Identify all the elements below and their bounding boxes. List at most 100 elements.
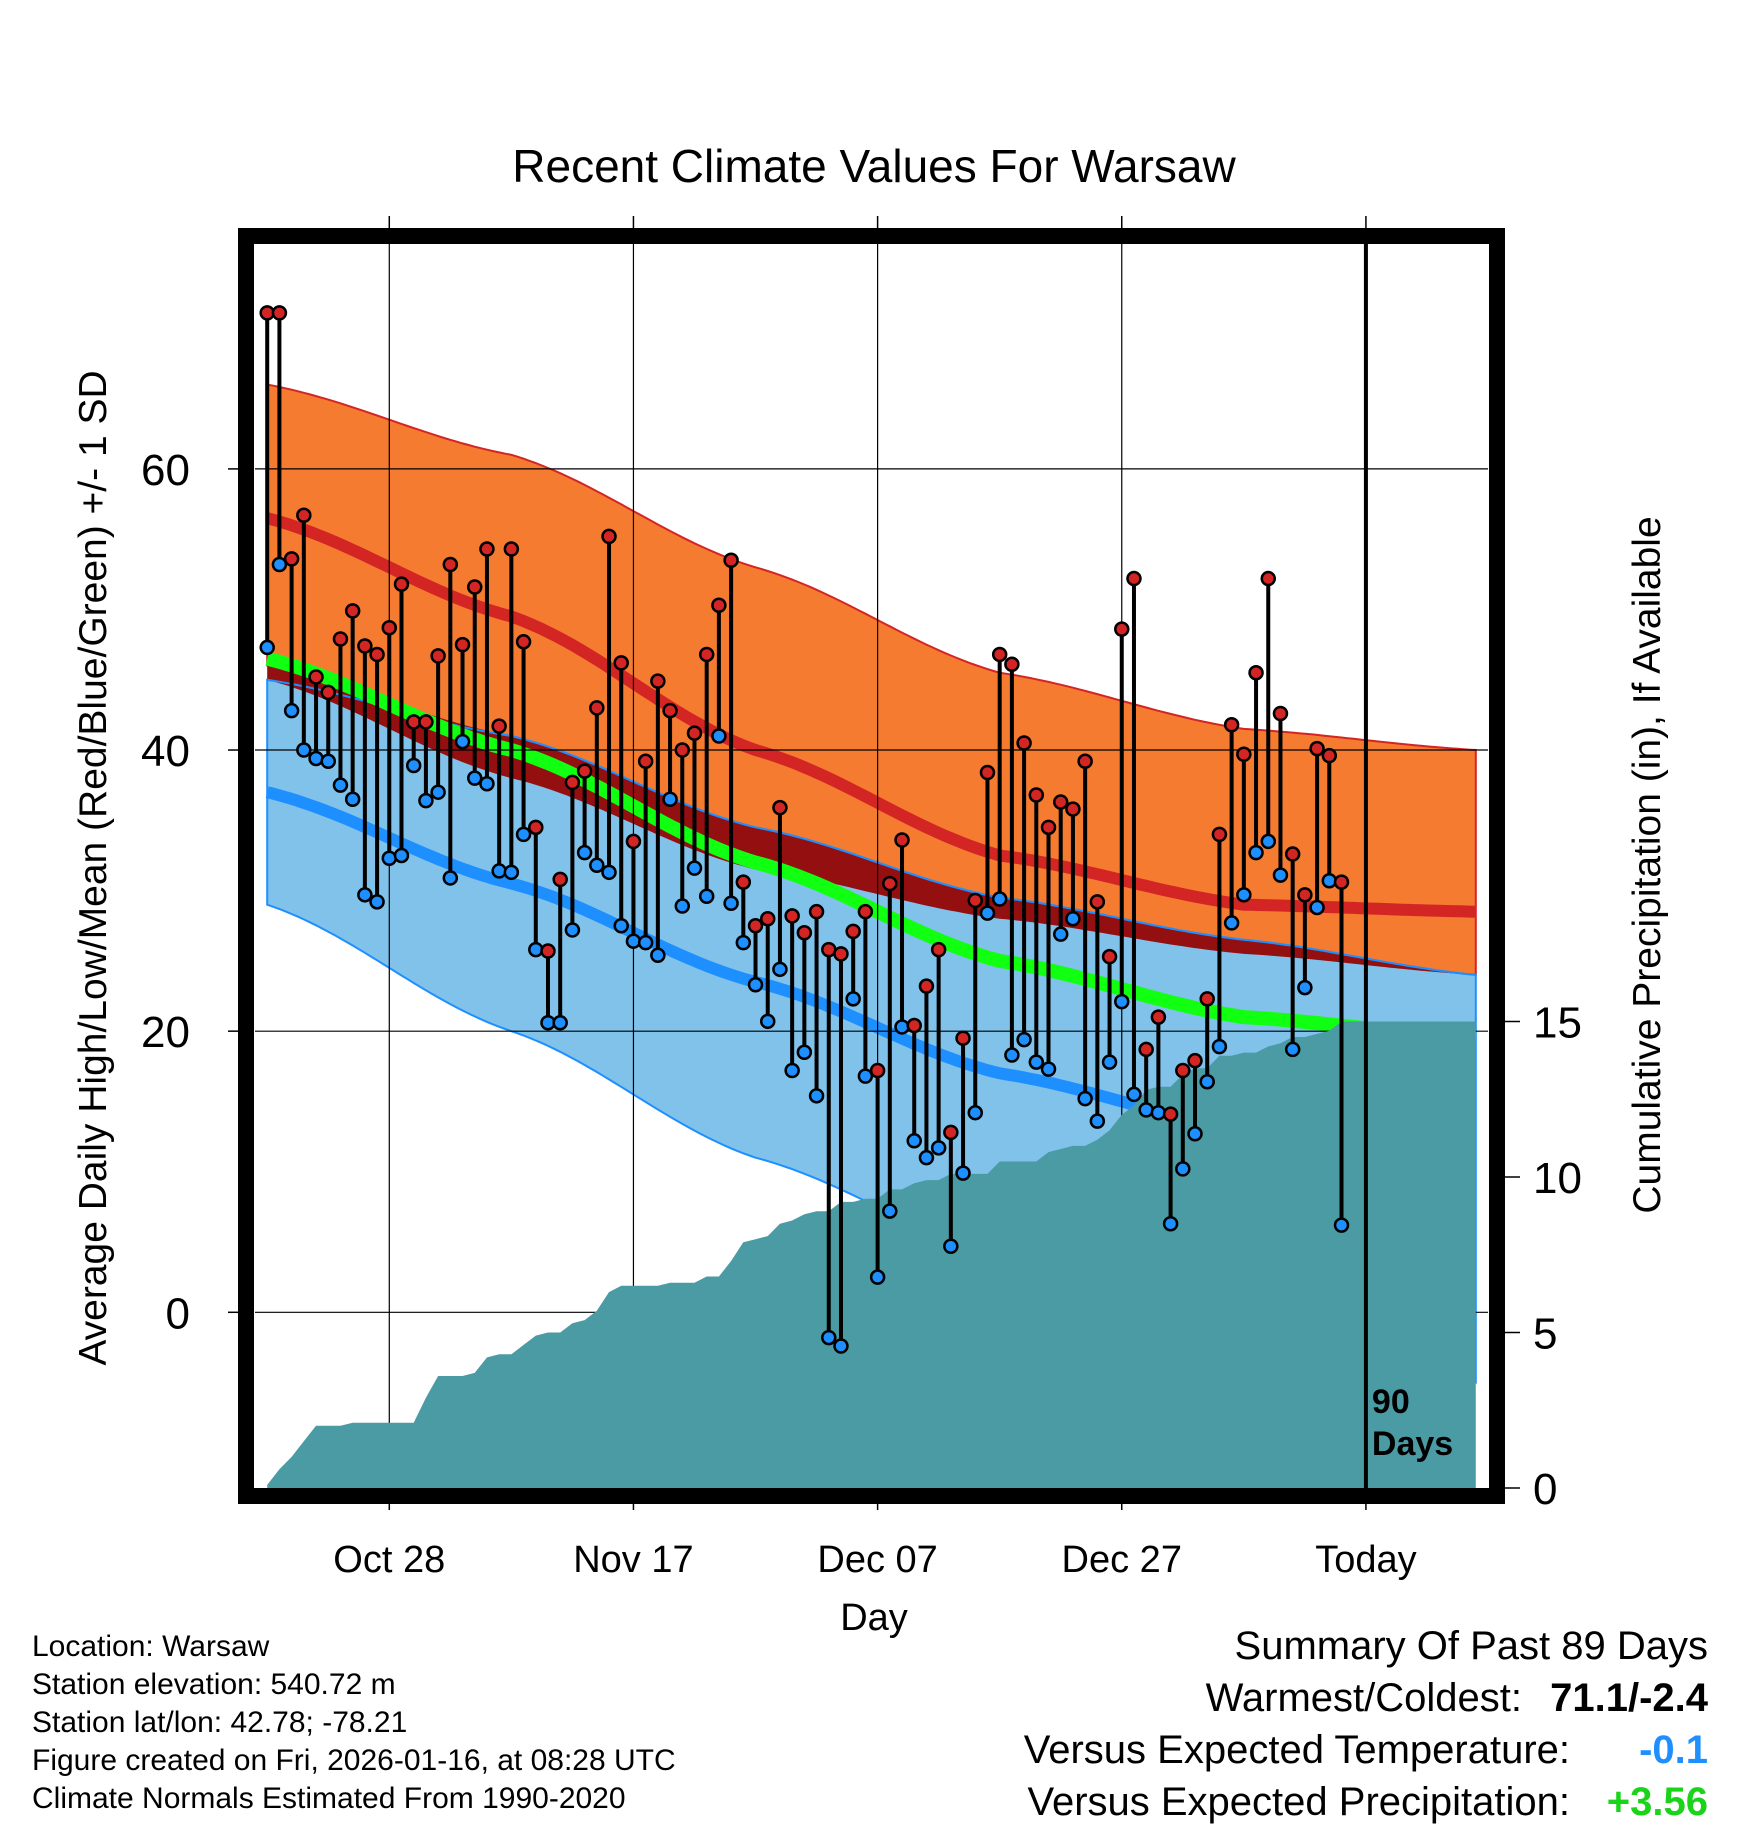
x-tick-label: Dec 27: [1062, 1539, 1182, 1581]
daily-high-point: [1089, 894, 1106, 910]
daily-low-point: [1162, 1215, 1179, 1232]
temp-value: -0.1: [1639, 1728, 1708, 1772]
daily-low-point: [711, 728, 727, 744]
daily-low-point: [1236, 887, 1252, 903]
daily-low-point: [1028, 1054, 1045, 1070]
daily-low-point: [943, 1238, 959, 1254]
daily-low-point: [1211, 1038, 1228, 1055]
daily-low-point: [369, 894, 385, 910]
daily-low-point: [564, 922, 581, 938]
y-tick-label: 20: [141, 1008, 190, 1057]
low-upper-line: [267, 678, 1476, 976]
daily-low-point: [686, 860, 703, 876]
daily-low-point: [1040, 1061, 1057, 1077]
chart-title: Recent Climate Values For Warsaw: [512, 140, 1236, 192]
daily-low-point: [637, 934, 654, 951]
daily-low-point: [662, 791, 678, 807]
daily-high-point: [772, 799, 788, 816]
daily-high-point: [1321, 747, 1338, 764]
daily-low-point: [674, 898, 691, 914]
daily-high-point: [735, 874, 752, 890]
station-info: Location: Warsaw Station elevation: 540.…: [32, 1628, 676, 1818]
daily-low-point: [833, 1338, 849, 1354]
daily-low-point: [991, 891, 1008, 907]
x-tick-label: Oct 28: [333, 1539, 445, 1581]
daily-high-point: [308, 669, 324, 685]
daily-low-point: [576, 844, 593, 861]
daily-low-point: [906, 1133, 922, 1149]
daily-high-point: [320, 684, 336, 701]
daily-low-point: [979, 905, 996, 921]
daily-high-point: [833, 946, 849, 962]
daily-high-point: [271, 305, 288, 321]
location-text: Location: Warsaw: [32, 1630, 270, 1663]
daily-low-point: [528, 941, 544, 958]
daily-low-point: [967, 1104, 984, 1121]
daily-high-point: [576, 763, 593, 779]
daily-high-point: [869, 1062, 886, 1079]
x-axis-label: Day: [840, 1597, 908, 1639]
daily-low-point: [1297, 979, 1313, 996]
precip-area: [267, 1021, 1476, 1488]
daily-high-point: [1052, 794, 1069, 810]
daily-low-point: [552, 1014, 568, 1031]
daily-low-point: [430, 784, 446, 800]
daily-high-point: [1040, 819, 1057, 836]
daily-high-point: [1028, 787, 1045, 803]
daily-high-point: [442, 556, 459, 573]
daily-low-point: [796, 1044, 813, 1060]
summary-warm-cold: Warmest/Coldest: 71.1/-2.4: [1024, 1672, 1708, 1724]
daily-low-point: [1260, 833, 1277, 850]
daily-high-point: [1284, 846, 1301, 862]
daily-high-point: [613, 655, 629, 671]
daily-high-point: [1223, 716, 1240, 733]
daily-low-point: [393, 847, 410, 864]
daily-high-point: [1065, 801, 1081, 817]
daily-low-point: [405, 757, 422, 774]
daily-high-point: [369, 646, 385, 663]
daily-low-point: [503, 864, 520, 881]
daily-low-point: [735, 934, 752, 951]
daily-high-point: [1236, 746, 1252, 763]
daily-low-point: [1138, 1102, 1154, 1118]
daily-low-point: [418, 792, 434, 809]
daily-high-point: [589, 700, 605, 716]
daily-high-point: [906, 1017, 922, 1034]
x-tick-label: Nov 17: [573, 1539, 693, 1581]
daily-high-point: [381, 619, 398, 636]
daily-high-point: [466, 579, 483, 595]
daily-high-point: [515, 634, 532, 650]
daily-high-point: [1187, 1052, 1203, 1069]
daily-low-point: [271, 556, 288, 573]
daily-high-point: [1175, 1062, 1191, 1079]
daily-high-point: [747, 917, 764, 934]
daily-low-point: [808, 1088, 825, 1104]
daily-high-point: [540, 943, 556, 959]
daily-low-point: [466, 770, 483, 786]
daily-high-point: [662, 702, 678, 719]
daily-low-point: [1089, 1113, 1106, 1129]
daily-low-point: [1187, 1126, 1203, 1142]
today-days-label: Days: [1372, 1425, 1453, 1463]
daily-high-point: [1248, 664, 1264, 681]
y2-tick-label: 10: [1533, 1154, 1582, 1203]
plot-area: [255, 244, 1488, 1488]
y-axis-label: Average Daily High/Low/Mean (Red/Blue/Gr…: [72, 370, 115, 1365]
daily-low-point: [1223, 915, 1240, 931]
daily-low-point: [1175, 1161, 1191, 1177]
daily-high-point: [796, 925, 813, 941]
daily-high-point: [1199, 991, 1215, 1007]
daily-high-point: [1272, 705, 1289, 722]
daily-low-point: [601, 864, 617, 881]
daily-low-point: [784, 1062, 800, 1079]
daily-high-point: [1138, 1041, 1154, 1058]
daily-low-point: [1199, 1074, 1215, 1090]
daily-low-point: [381, 850, 398, 867]
daily-low-point: [845, 991, 861, 1007]
daily-low-point: [357, 887, 373, 903]
daily-high-point: [418, 714, 434, 730]
daily-high-point: [967, 892, 984, 909]
daily-high-point: [955, 1030, 971, 1046]
daily-low-point: [442, 870, 459, 886]
daily-low-point: [1016, 1031, 1032, 1048]
